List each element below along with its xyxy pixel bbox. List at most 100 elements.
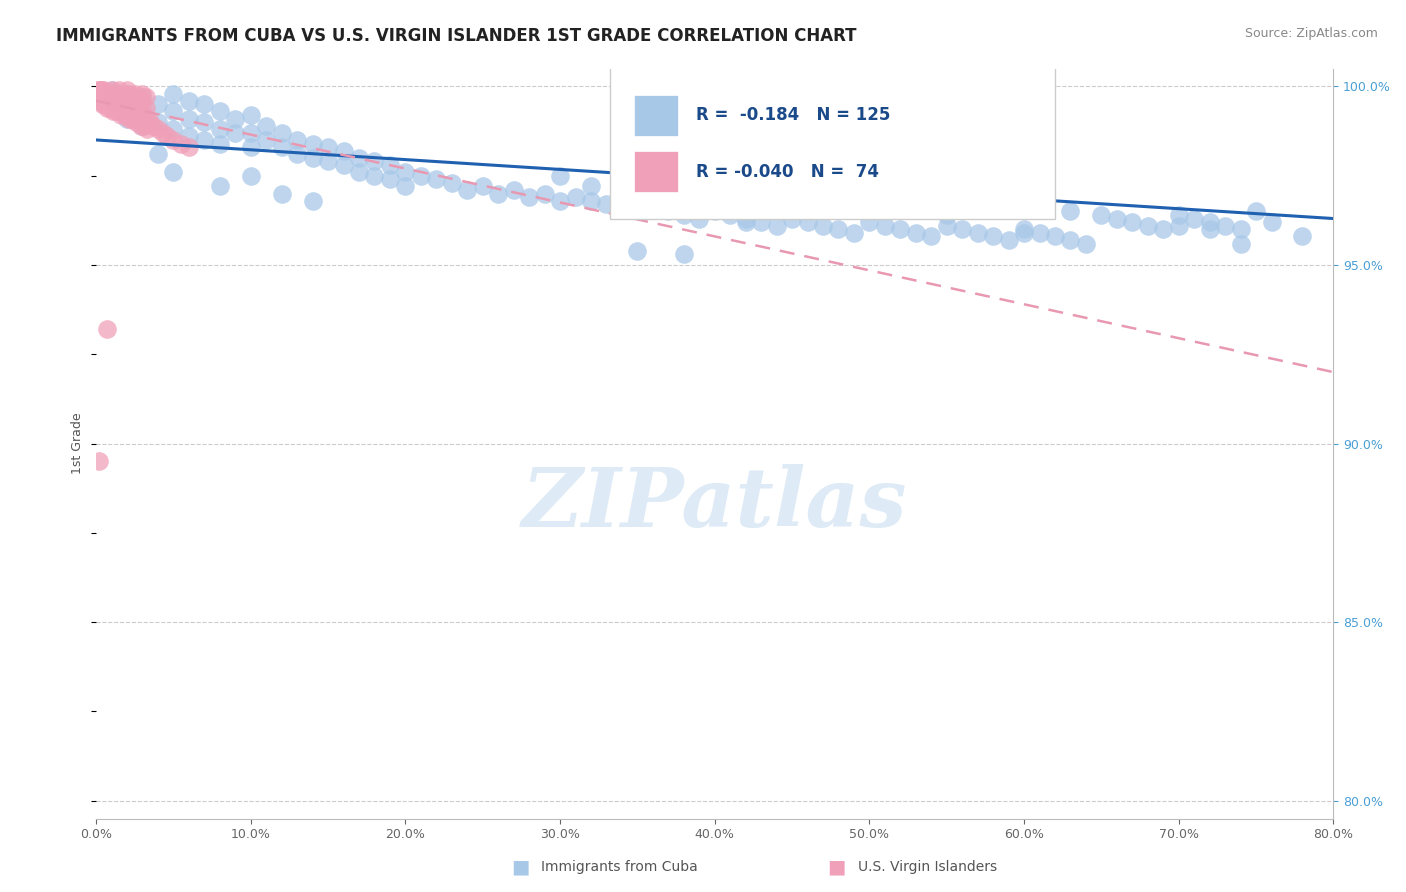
Point	[193, 115, 215, 129]
Point	[811, 219, 834, 233]
Point	[1291, 229, 1313, 244]
Point	[316, 154, 339, 169]
Point	[966, 226, 988, 240]
Point	[1244, 204, 1267, 219]
Point	[1074, 236, 1097, 251]
Point	[124, 104, 146, 119]
Point	[131, 90, 153, 104]
Text: ZIPatlas: ZIPatlas	[522, 464, 907, 543]
Point	[981, 229, 1004, 244]
Point	[301, 194, 323, 208]
Point	[285, 133, 308, 147]
Point	[688, 211, 710, 226]
Point	[96, 101, 118, 115]
Point	[456, 183, 478, 197]
Point	[641, 201, 664, 215]
Point	[1043, 229, 1066, 244]
Point	[97, 87, 120, 101]
Point	[98, 101, 121, 115]
Point	[950, 222, 973, 236]
Point	[239, 108, 262, 122]
Text: R = -0.040   N =  74: R = -0.040 N = 74	[696, 162, 879, 181]
Point	[1059, 233, 1081, 247]
Point	[117, 112, 139, 126]
Point	[121, 112, 143, 126]
Point	[224, 112, 246, 126]
Point	[129, 119, 152, 133]
Point	[128, 97, 150, 112]
Point	[502, 183, 524, 197]
Point	[363, 154, 385, 169]
Point	[125, 104, 148, 119]
Point	[101, 104, 124, 119]
Point	[90, 83, 112, 97]
Point	[89, 454, 111, 468]
Point	[162, 165, 184, 179]
Point	[94, 87, 117, 101]
Point	[152, 126, 174, 140]
Point	[1229, 222, 1251, 236]
Point	[734, 215, 756, 229]
Point	[131, 87, 153, 101]
Point	[132, 108, 155, 122]
Point	[117, 101, 139, 115]
Point	[1136, 219, 1159, 233]
Point	[270, 126, 292, 140]
Point	[842, 226, 865, 240]
Point	[193, 97, 215, 112]
Point	[93, 97, 115, 112]
Point	[105, 94, 128, 108]
Point	[177, 129, 200, 144]
Point	[89, 83, 111, 97]
Point	[90, 83, 112, 97]
Point	[548, 194, 571, 208]
Bar	[634, 151, 678, 193]
Point	[1012, 222, 1035, 236]
Point	[409, 169, 432, 183]
Point	[86, 83, 108, 97]
Point	[131, 104, 153, 119]
Point	[136, 122, 159, 136]
Point	[108, 104, 131, 119]
Text: ■: ■	[827, 857, 846, 877]
Point	[394, 165, 416, 179]
Point	[672, 247, 695, 261]
Point	[120, 87, 142, 101]
Point	[1028, 226, 1050, 240]
Point	[110, 97, 132, 112]
FancyBboxPatch shape	[610, 54, 1054, 219]
Text: ■: ■	[510, 857, 530, 877]
Point	[827, 222, 849, 236]
Point	[579, 194, 602, 208]
Point	[90, 94, 112, 108]
Point	[108, 90, 131, 104]
Point	[626, 244, 648, 258]
Point	[112, 94, 135, 108]
Point	[104, 97, 127, 112]
Text: R =  -0.184   N = 125: R = -0.184 N = 125	[696, 106, 890, 124]
Point	[115, 112, 138, 126]
Point	[146, 122, 169, 136]
Point	[193, 133, 215, 147]
Point	[657, 204, 679, 219]
Point	[517, 190, 540, 204]
Point	[208, 122, 231, 136]
Point	[115, 101, 138, 115]
Point	[97, 94, 120, 108]
Point	[115, 104, 138, 119]
Point	[316, 140, 339, 154]
Point	[129, 108, 152, 122]
Point	[91, 97, 114, 112]
Point	[1167, 208, 1189, 222]
Point	[285, 147, 308, 161]
Point	[734, 211, 756, 226]
Point	[112, 87, 135, 101]
Point	[114, 108, 136, 122]
Point	[96, 322, 118, 336]
Point	[1059, 204, 1081, 219]
Point	[91, 87, 114, 101]
Text: IMMIGRANTS FROM CUBA VS U.S. VIRGIN ISLANDER 1ST GRADE CORRELATION CHART: IMMIGRANTS FROM CUBA VS U.S. VIRGIN ISLA…	[56, 27, 856, 45]
Point	[1152, 222, 1174, 236]
Point	[889, 222, 911, 236]
Point	[610, 201, 633, 215]
